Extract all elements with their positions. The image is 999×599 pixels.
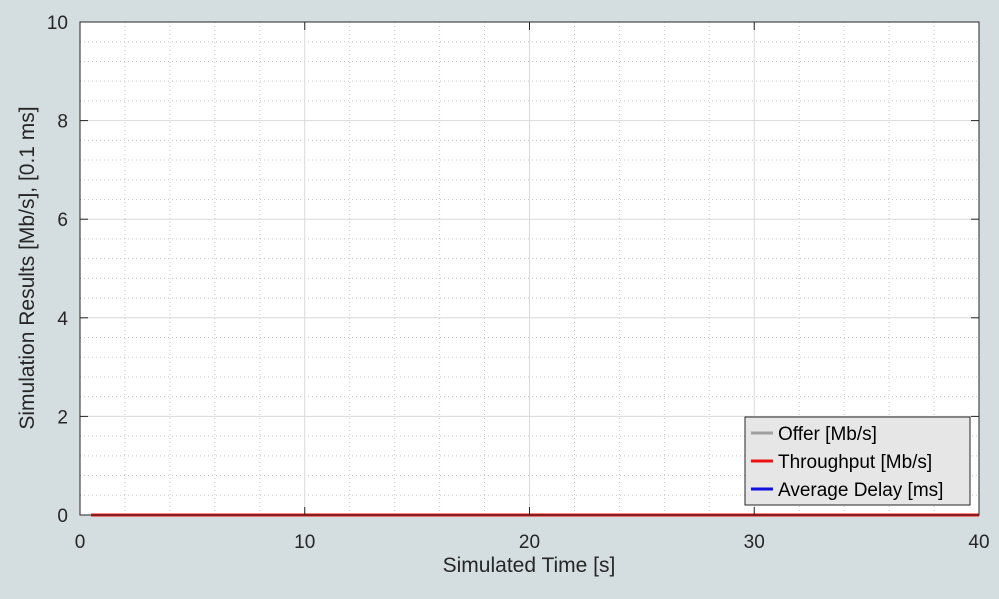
y-tick-label: 4 — [57, 309, 68, 330]
tick-marks — [79, 21, 980, 516]
x-axis-label: Simulated Time [s] — [443, 554, 616, 577]
legend-box — [744, 416, 971, 506]
y-axis-label: Simulation Results [Mb/s], [0.1 ms] — [16, 106, 39, 429]
legend-entry: Throughput [Mb/s] — [778, 452, 932, 473]
legend: Offer [Mb/s] Throughput [Mb/s] Average Del… — [744, 416, 971, 506]
x-tick-label: 10 — [294, 532, 315, 553]
y-tick-labels: 0 2 4 6 8 10 — [47, 13, 69, 527]
legend-entry: Offer [Mb/s] — [778, 424, 877, 445]
x-tick-labels: 0 10 20 30 40 — [75, 532, 990, 553]
x-tick-label: 30 — [744, 532, 765, 553]
x-tick-label: 40 — [968, 532, 989, 553]
x-tick-label: 20 — [519, 532, 540, 553]
legend-entry: Average Delay [ms] — [778, 480, 943, 501]
y-tick-label: 6 — [57, 210, 68, 231]
y-tick-label: 0 — [57, 506, 68, 527]
x-tick-label: 0 — [75, 532, 86, 553]
y-tick-label: 2 — [57, 407, 68, 428]
y-tick-label: 8 — [57, 112, 68, 133]
y-tick-label: 10 — [47, 13, 68, 34]
